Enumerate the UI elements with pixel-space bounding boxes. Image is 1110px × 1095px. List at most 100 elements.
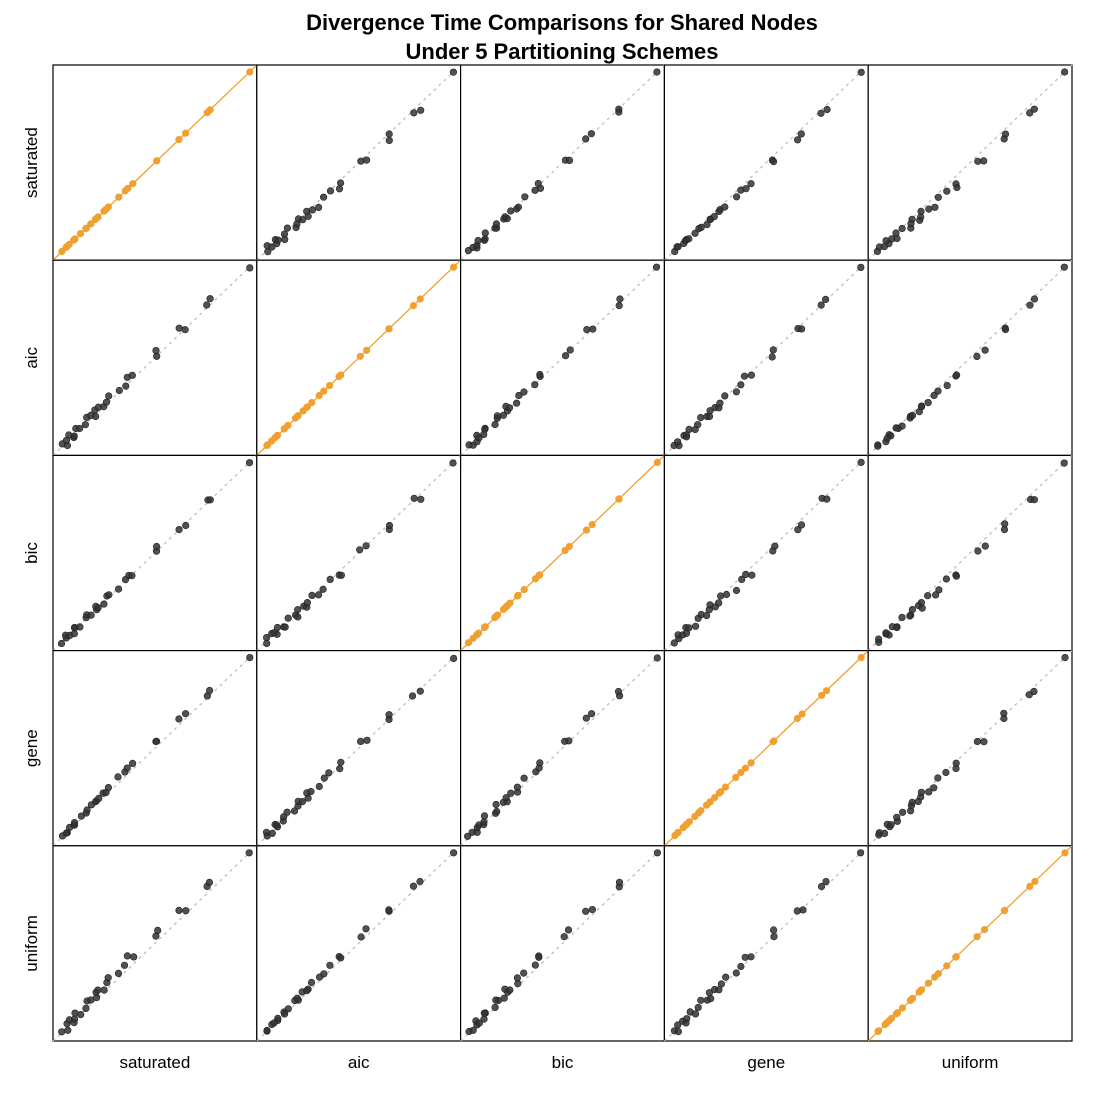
data-point bbox=[536, 759, 544, 767]
data-point bbox=[857, 68, 865, 76]
data-point bbox=[952, 953, 960, 961]
data-point bbox=[898, 808, 907, 816]
data-point bbox=[102, 398, 111, 406]
reference-line bbox=[663, 64, 869, 261]
data-point bbox=[908, 411, 917, 420]
data-point bbox=[315, 591, 323, 599]
data-point bbox=[703, 221, 711, 229]
data-point bbox=[94, 986, 102, 994]
data-point bbox=[670, 639, 678, 647]
data-point bbox=[930, 784, 938, 792]
data-point bbox=[817, 301, 825, 309]
data-point bbox=[263, 441, 271, 450]
data-point bbox=[980, 738, 988, 746]
data-point bbox=[691, 622, 700, 630]
data-point bbox=[770, 737, 778, 745]
data-point bbox=[273, 623, 282, 632]
panel-gene-vs-gene bbox=[663, 649, 869, 847]
data-point bbox=[246, 264, 254, 272]
data-point bbox=[299, 216, 307, 224]
data-point bbox=[615, 878, 624, 886]
data-point bbox=[769, 158, 778, 166]
data-point bbox=[697, 223, 705, 231]
data-point bbox=[205, 878, 213, 887]
row-label-uniform: uniform bbox=[22, 915, 41, 972]
data-point bbox=[363, 736, 371, 744]
data-point bbox=[320, 774, 328, 782]
data-point bbox=[717, 788, 725, 796]
data-point bbox=[817, 109, 825, 117]
panel-saturated-vs-uniform bbox=[867, 64, 1073, 261]
data-point bbox=[128, 572, 136, 580]
data-point bbox=[674, 1021, 682, 1029]
data-point bbox=[115, 193, 123, 201]
reference-line bbox=[663, 454, 869, 652]
panel-aic-vs-gene bbox=[663, 259, 869, 457]
data-point bbox=[152, 737, 160, 746]
data-point bbox=[535, 571, 543, 580]
data-point bbox=[206, 686, 214, 695]
panel-gene-vs-aic bbox=[256, 649, 462, 847]
data-point bbox=[326, 575, 334, 584]
data-point bbox=[71, 235, 79, 243]
data-point bbox=[303, 987, 311, 995]
data-point bbox=[565, 542, 573, 551]
data-point bbox=[104, 203, 112, 211]
data-point bbox=[308, 591, 316, 600]
data-point bbox=[935, 586, 943, 594]
data-point bbox=[203, 301, 211, 309]
data-point bbox=[980, 157, 988, 165]
data-point bbox=[732, 388, 741, 396]
data-point bbox=[325, 769, 333, 777]
data-point bbox=[892, 424, 900, 432]
data-point bbox=[475, 1019, 483, 1027]
data-point bbox=[417, 495, 425, 503]
data-point bbox=[707, 994, 715, 1003]
data-point bbox=[326, 961, 334, 969]
data-point bbox=[129, 180, 137, 188]
data-point bbox=[943, 187, 951, 195]
data-point bbox=[794, 526, 802, 534]
data-point bbox=[385, 521, 394, 530]
data-point bbox=[582, 526, 591, 534]
data-point bbox=[793, 714, 802, 723]
data-point bbox=[64, 1026, 72, 1034]
row-label-bic: bic bbox=[22, 542, 41, 564]
data-point bbox=[898, 613, 906, 622]
data-point bbox=[1001, 520, 1009, 528]
data-point bbox=[315, 782, 323, 791]
data-point bbox=[263, 1026, 271, 1035]
data-point bbox=[417, 106, 425, 114]
data-point bbox=[520, 774, 528, 782]
data-point bbox=[588, 520, 596, 529]
data-point bbox=[507, 207, 515, 215]
data-point bbox=[281, 1010, 289, 1018]
data-point bbox=[973, 737, 982, 746]
data-point bbox=[206, 295, 214, 303]
data-point bbox=[293, 994, 301, 1002]
data-point bbox=[716, 592, 725, 600]
data-point bbox=[1060, 459, 1068, 467]
data-point bbox=[747, 953, 755, 961]
data-point bbox=[182, 521, 190, 530]
data-point bbox=[506, 986, 514, 994]
data-point bbox=[685, 818, 693, 826]
data-point bbox=[823, 495, 831, 503]
data-point bbox=[315, 391, 323, 400]
data-point bbox=[450, 263, 458, 271]
panel-uniform-vs-saturated bbox=[52, 845, 258, 1042]
data-point bbox=[500, 994, 508, 1002]
data-point bbox=[100, 600, 108, 608]
panel-bic-vs-saturated bbox=[52, 454, 258, 652]
data-point bbox=[514, 591, 522, 600]
data-point bbox=[1061, 653, 1069, 662]
data-point bbox=[70, 818, 79, 827]
data-point bbox=[104, 974, 112, 982]
data-point bbox=[737, 962, 745, 971]
data-point bbox=[799, 906, 807, 914]
reference-line bbox=[256, 845, 462, 1042]
reference-line bbox=[867, 650, 1073, 847]
panel-gene-vs-saturated bbox=[52, 649, 258, 847]
data-point bbox=[857, 653, 865, 662]
data-point bbox=[952, 180, 960, 188]
